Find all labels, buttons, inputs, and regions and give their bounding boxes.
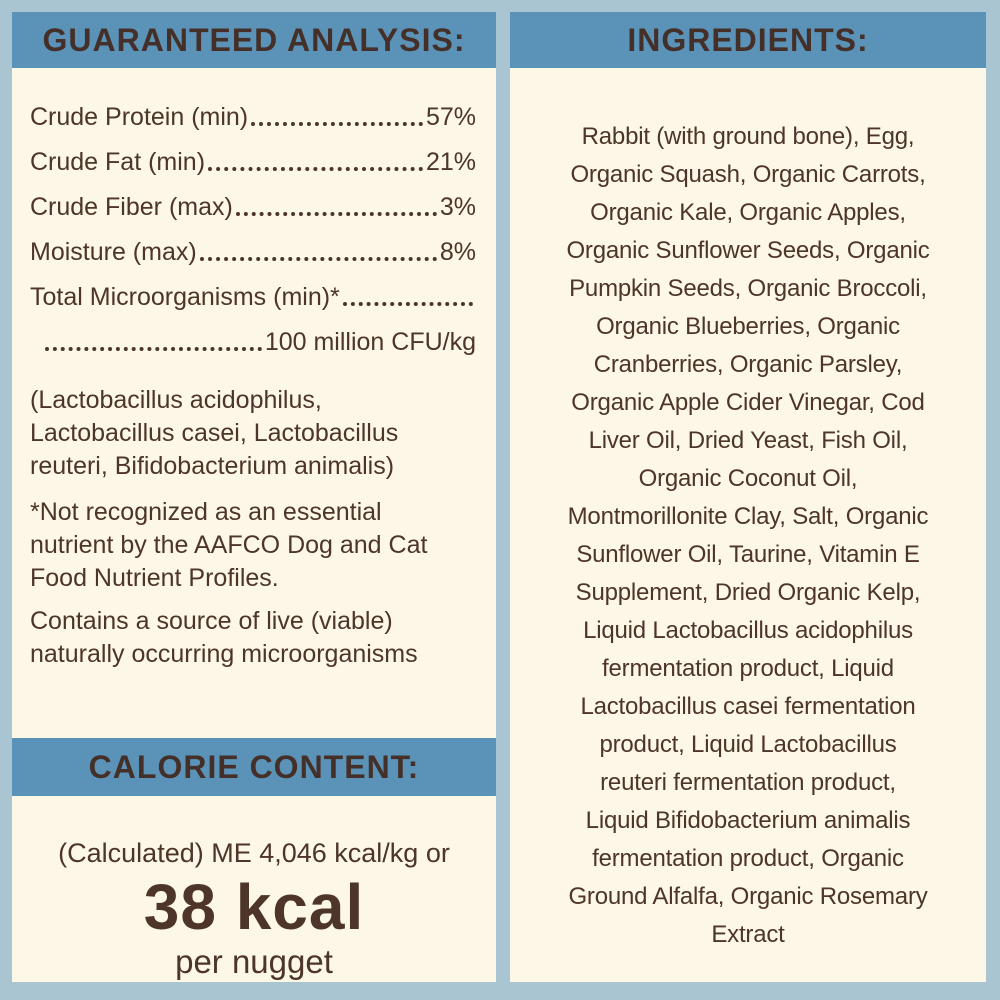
analysis-value: 57% bbox=[425, 103, 476, 131]
analysis-label: Total Microorganisms (min)* bbox=[30, 283, 340, 311]
guaranteed-analysis-panel: GUARANTEED ANALYSIS: Crude Protein (min)… bbox=[12, 12, 496, 982]
dot-leader bbox=[45, 347, 262, 351]
analysis-row-moisture: Moisture (max) 8% bbox=[30, 237, 476, 268]
dot-leader bbox=[251, 122, 423, 126]
guaranteed-analysis-header-band: GUARANTEED ANALYSIS: bbox=[12, 12, 496, 68]
calorie-content-body: (Calculated) ME 4,046 kcal/kg or 38 kcal… bbox=[12, 796, 496, 982]
dot-leader bbox=[208, 167, 423, 171]
analysis-value: 21% bbox=[425, 148, 476, 176]
microorganism-species-note: (Lactobacillus acidophilus, Lactobacillus… bbox=[30, 386, 399, 480]
analysis-label: Crude Fiber (max) bbox=[30, 193, 233, 221]
dot-leader bbox=[199, 257, 437, 261]
guaranteed-analysis-body: Crude Protein (min) 57% Crude Fat (min) … bbox=[12, 68, 496, 738]
calorie-calculated-line: (Calculated) ME 4,046 kcal/kg or bbox=[58, 838, 450, 868]
analysis-label: Crude Protein (min) bbox=[30, 103, 249, 131]
guaranteed-analysis-title: GUARANTEED ANALYSIS: bbox=[42, 21, 466, 58]
calorie-kcal-unit: per nugget bbox=[175, 943, 333, 980]
analysis-label: Crude Fat (min) bbox=[30, 148, 206, 176]
analysis-row-cfu-continuation: 100 million CFU/kg bbox=[30, 327, 476, 358]
calorie-content-title: CALORIE CONTENT: bbox=[88, 748, 420, 785]
ingredients-header-band: INGREDIENTS: bbox=[510, 12, 986, 68]
analysis-value: 8% bbox=[439, 238, 476, 266]
analysis-row-total-microorganisms: Total Microorganisms (min)* bbox=[30, 282, 476, 313]
analysis-row-crude-fat: Crude Fat (min) 21% bbox=[30, 147, 476, 178]
live-microorganisms-note: Contains a source of live (viable) natura… bbox=[30, 607, 418, 668]
dot-leader bbox=[342, 302, 473, 306]
analysis-value: 100 million CFU/kg bbox=[264, 328, 476, 356]
ingredients-title: INGREDIENTS: bbox=[627, 21, 869, 58]
analysis-label: Moisture (max) bbox=[30, 238, 197, 266]
analysis-row-crude-protein: Crude Protein (min) 57% bbox=[30, 102, 476, 133]
calorie-content-header-band: CALORIE CONTENT: bbox=[12, 738, 496, 796]
calorie-kcal-value: 38 kcal bbox=[143, 871, 365, 943]
dot-leader bbox=[235, 212, 437, 216]
analysis-value: 3% bbox=[439, 193, 476, 221]
ingredients-panel: INGREDIENTS: Rabbit (with ground bone), … bbox=[510, 12, 986, 982]
ingredients-list-text: Rabbit (with ground bone), Egg, Organic S… bbox=[510, 68, 986, 982]
aafco-footnote: *Not recognized as an essential nutrient … bbox=[30, 498, 428, 592]
analysis-row-crude-fiber: Crude Fiber (max) 3% bbox=[30, 192, 476, 223]
